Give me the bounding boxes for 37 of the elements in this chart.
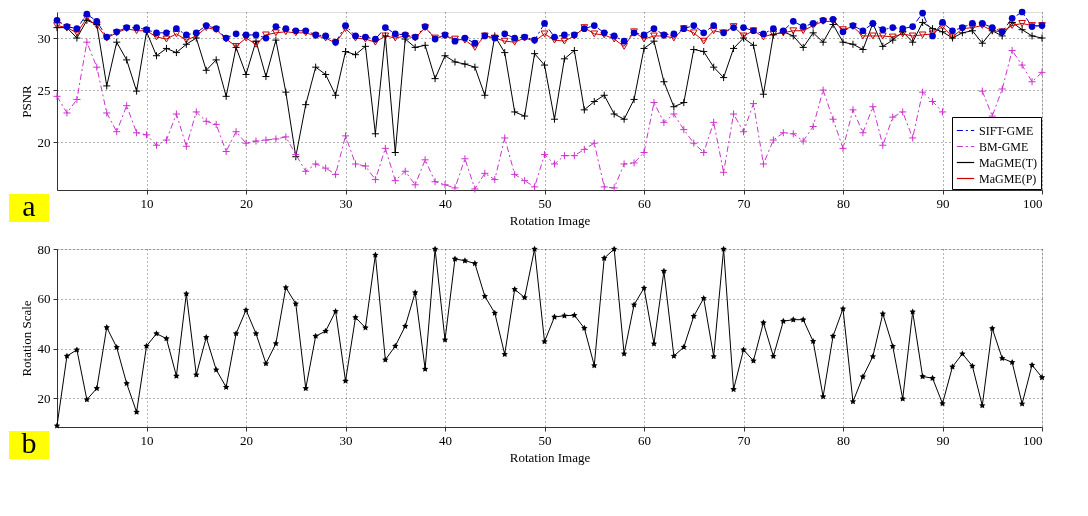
legend-label: SIFT-GME (979, 123, 1034, 138)
x-tick-label: 80 (837, 195, 851, 211)
x-tick-label: 50 (538, 432, 552, 448)
x-tick-label: 40 (439, 195, 453, 211)
y-tick-label: 25 (37, 82, 51, 98)
x-tick-label: 20 (240, 432, 254, 448)
x-tick-label: 20 (240, 195, 254, 211)
y-tick-label: 30 (37, 30, 51, 46)
x-tick-label: 80 (837, 432, 851, 448)
legend-label: MaGME(T) (979, 155, 1037, 170)
x-tick-label: 30 (339, 432, 353, 448)
x-tick-label: 10 (140, 432, 154, 448)
legend-label: BM-GME (979, 139, 1029, 154)
y-tick-label: 40 (37, 341, 51, 357)
legend-label: MaGME(P) (979, 171, 1037, 186)
x-tick-label: 60 (638, 432, 652, 448)
y-tick-label: 60 (37, 291, 51, 307)
x-tick-label: 100 (1023, 432, 1043, 448)
x-axis-title: Rotation Image (509, 449, 591, 465)
x-tick-label: 30 (339, 195, 353, 211)
x-tick-label: 70 (737, 432, 751, 448)
y-axis-title: Rotation Scale (18, 300, 34, 377)
x-tick-label: 90 (936, 195, 950, 211)
y-tick-label: 80 (37, 241, 51, 257)
x-tick-label: 100 (1023, 195, 1043, 211)
x-tick-label: 40 (439, 432, 453, 448)
text: a (22, 189, 36, 222)
x-tick-label: 90 (936, 432, 950, 448)
x-tick-label: 50 (538, 195, 552, 211)
y-axis-title: PSNR (18, 84, 34, 118)
text: b (21, 426, 37, 459)
y-tick-label: 20 (37, 134, 51, 150)
x-tick-label: 60 (638, 195, 652, 211)
x-axis-title: Rotation Image (509, 212, 591, 228)
x-tick-label: 10 (140, 195, 154, 211)
y-tick-label: 20 (37, 390, 51, 406)
x-tick-label: 70 (737, 195, 751, 211)
